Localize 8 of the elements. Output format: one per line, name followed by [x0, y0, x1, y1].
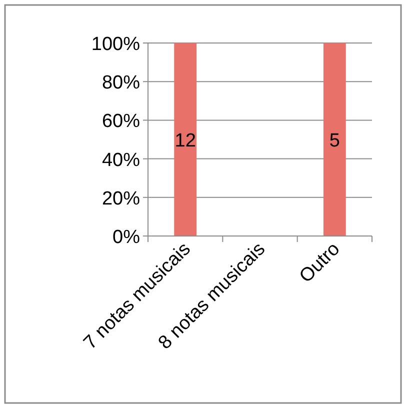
y-tick-label: 80%: [102, 72, 140, 94]
annotation: 5: [329, 130, 340, 152]
y-tick-label: 100%: [91, 34, 140, 55]
y-tick-label: 40%: [102, 150, 140, 171]
annotation: 12: [174, 130, 196, 152]
y-tick-label: 60%: [102, 111, 140, 132]
y-tick-label: 0%: [112, 227, 140, 248]
y-tick-label: 20%: [102, 188, 140, 210]
